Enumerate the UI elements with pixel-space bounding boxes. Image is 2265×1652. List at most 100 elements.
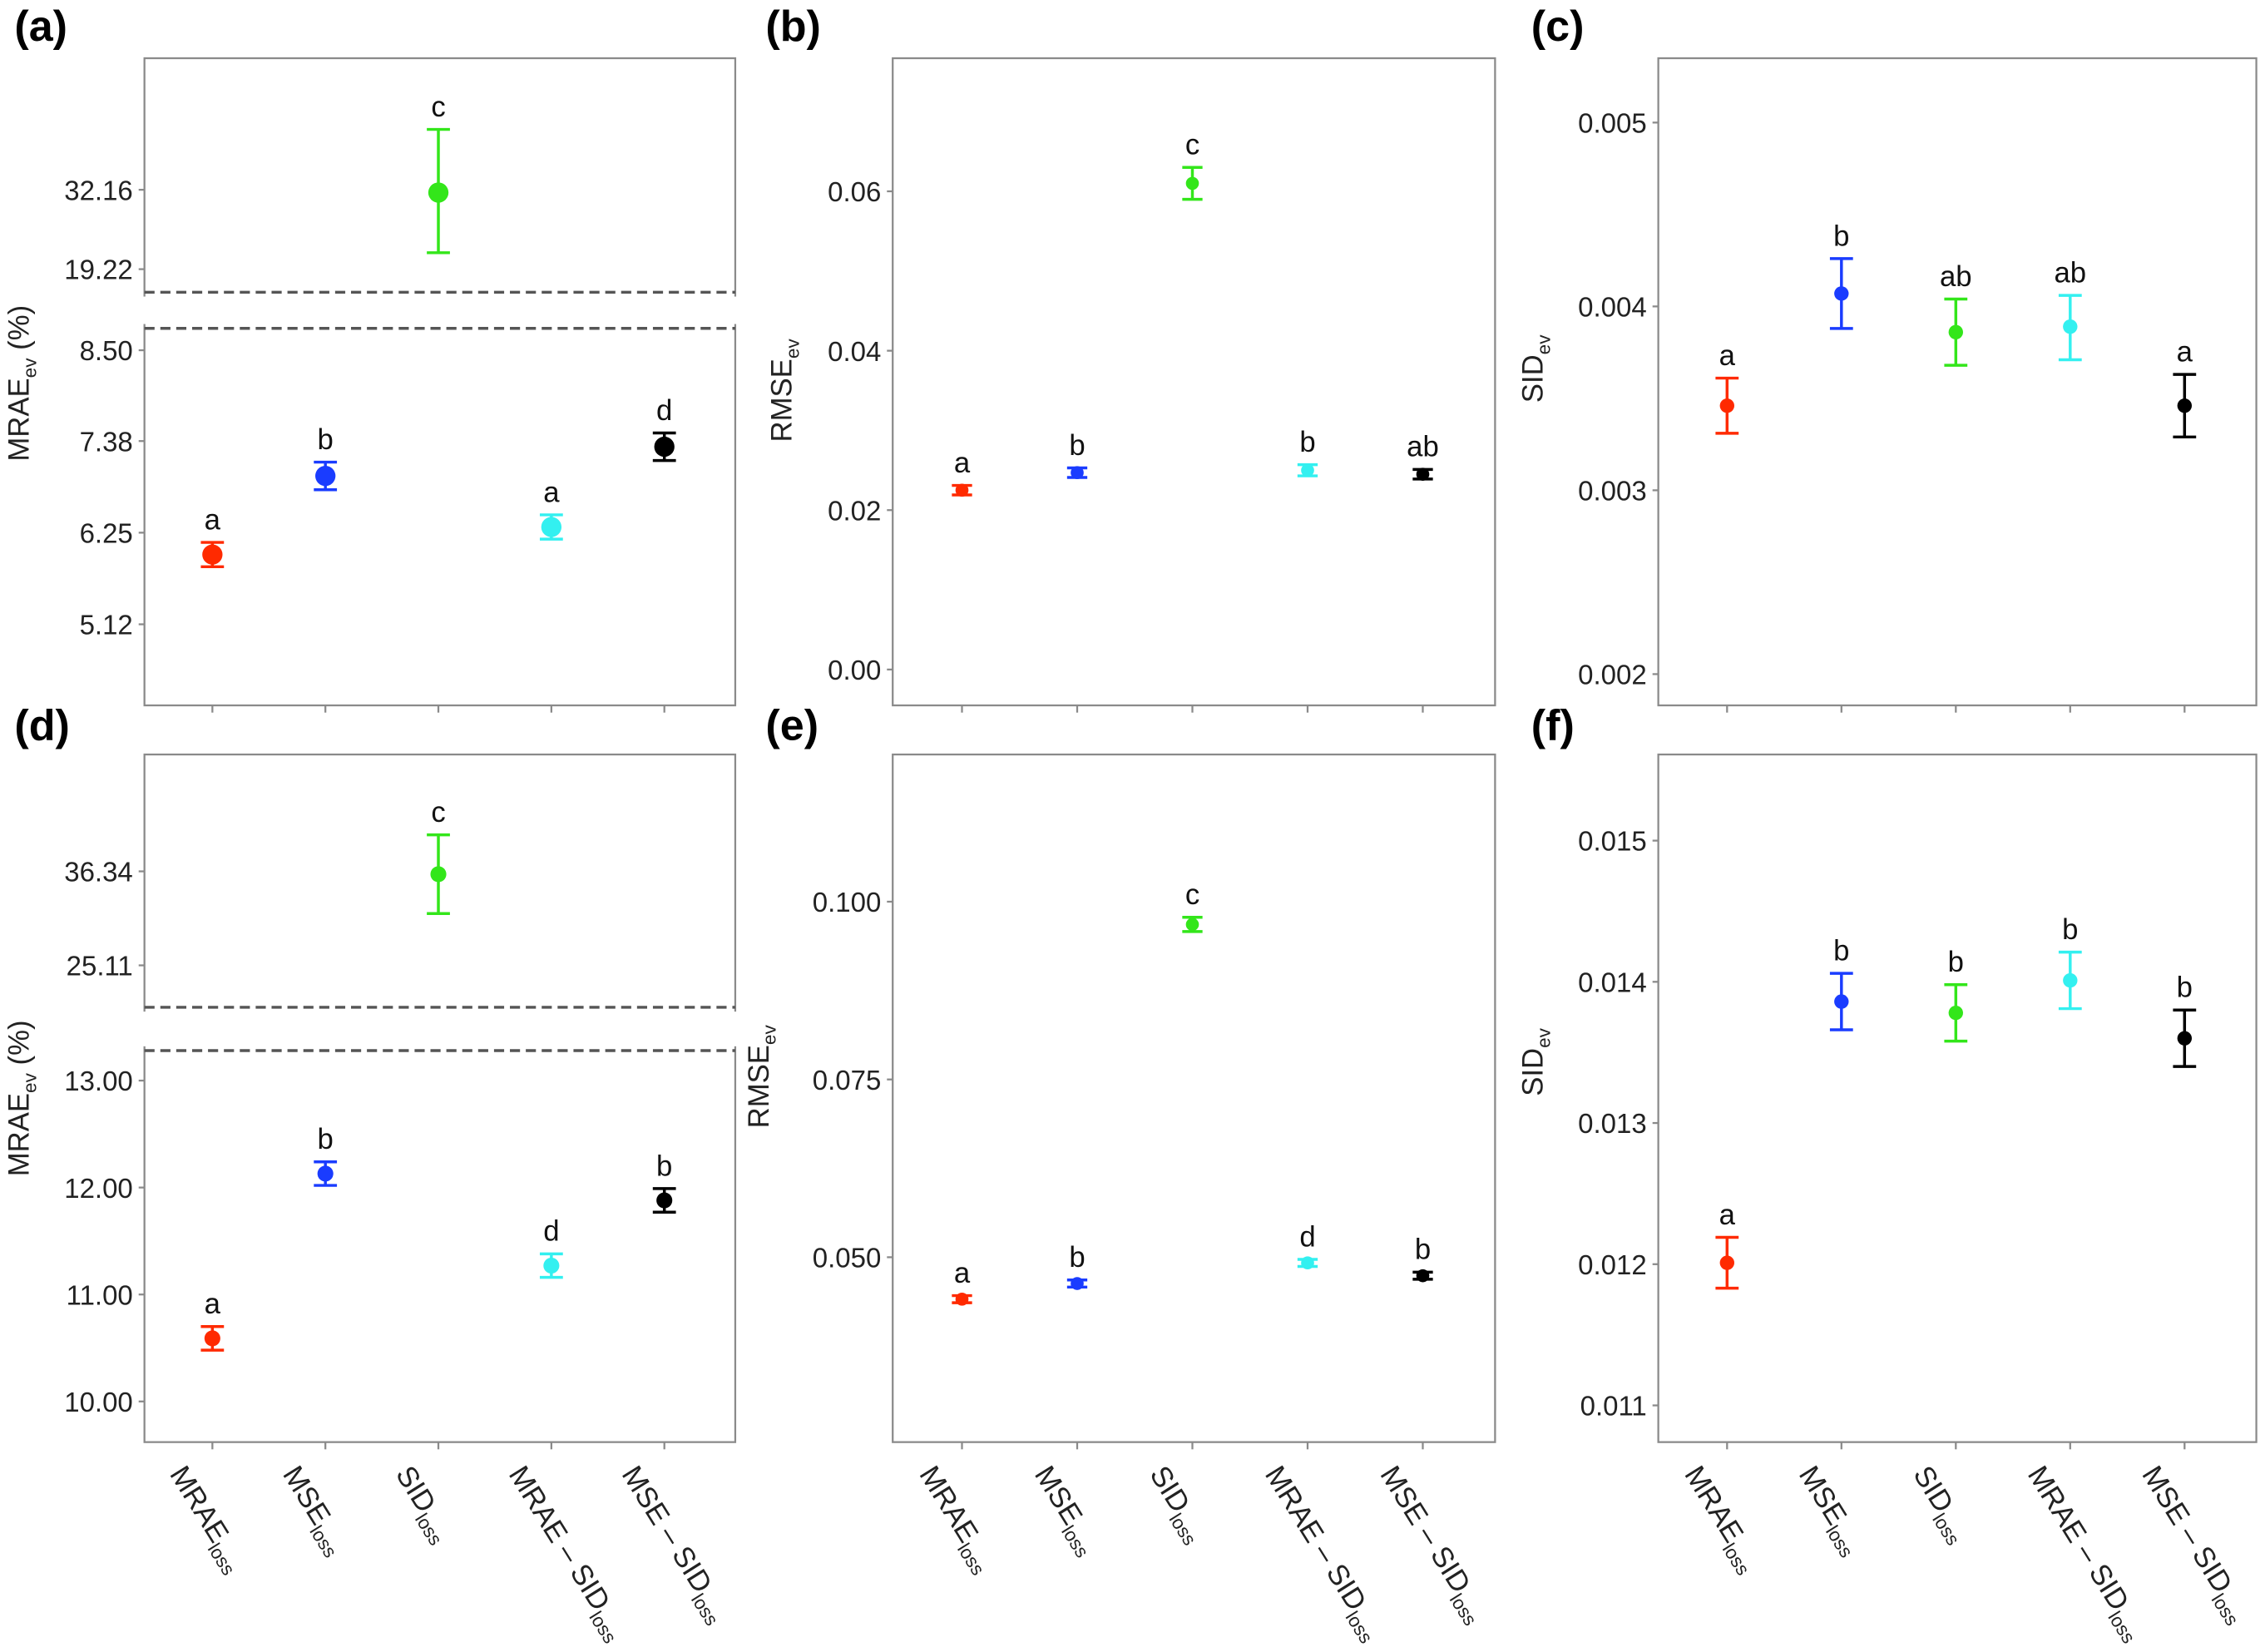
significance-letter: b (1299, 427, 1315, 458)
significance-letter: a (954, 1258, 971, 1289)
y-tick-label: 0.011 (1580, 1391, 1647, 1422)
significance-letter: c (1185, 130, 1199, 161)
significance-letter: b (1833, 936, 1849, 967)
data-point (317, 1165, 334, 1182)
data-point (2063, 319, 2078, 334)
category-main: MRAE (163, 1461, 234, 1548)
category-main: SID (1906, 1461, 1959, 1518)
significance-letter: c (431, 797, 445, 828)
y-label-sub: ev (1533, 1027, 1554, 1048)
y-label-sub: ev (19, 358, 40, 378)
data-point (1834, 994, 1849, 1009)
significance-letter: ab (1407, 432, 1439, 463)
category-main: SID (389, 1461, 442, 1518)
significance-letter: a (543, 477, 560, 508)
y-tick-label: 0.050 (813, 1243, 882, 1274)
y-tick-label: 0.015 (1578, 826, 1647, 857)
significance-letter: b (1069, 430, 1085, 462)
y-label-main: MRAE (4, 378, 36, 461)
y-tick-label: 10.00 (64, 1387, 133, 1417)
data-point (1071, 466, 1084, 480)
data-point (654, 436, 675, 458)
significance-letter: c (1185, 879, 1199, 911)
plot-frame (143, 753, 737, 1443)
panel-label: (a) (14, 2, 67, 51)
data-point (1301, 1256, 1314, 1270)
y-axis-label: RMSEev (767, 339, 804, 443)
data-point (1948, 324, 1963, 340)
significance-letter: b (2177, 972, 2193, 1004)
y-label-main: SID (1518, 354, 1550, 403)
significance-letter: d (543, 1216, 559, 1248)
significance-letter: a (205, 504, 221, 536)
x-category-label: MRAE – SIDloss (2017, 1461, 2153, 1647)
axis-gap (732, 296, 740, 324)
category-main: MRAE – SID (502, 1461, 616, 1616)
y-tick-label: 19.22 (64, 255, 133, 285)
significance-letter: ab (2054, 257, 2086, 289)
data-point (543, 1257, 560, 1274)
y-label-sub: ev (1533, 334, 1554, 355)
data-point (2063, 972, 2078, 988)
plot-frame (143, 57, 737, 707)
data-point (204, 1330, 220, 1347)
data-point (1948, 1005, 1963, 1021)
significance-letter: a (1719, 340, 1736, 372)
category-main: MRAE – SID (1259, 1461, 1372, 1616)
panel-e: (e) 0.050 0.075 0.100 RMSEev a MRAEloss b MSElos… (744, 702, 1496, 1647)
significance-letter: b (318, 1124, 334, 1155)
significance-letter: b (1415, 1234, 1431, 1266)
plot-frame (892, 753, 1496, 1443)
x-category-label: MRAE – SIDloss (1254, 1461, 1390, 1647)
category-main: MSE (1793, 1461, 1852, 1531)
significance-letter: a (2177, 337, 2193, 368)
significance-letter: d (1299, 1221, 1315, 1253)
significance-letter: a (954, 448, 971, 479)
data-point (1301, 463, 1314, 477)
category-main: MSE – SID (616, 1461, 718, 1599)
category-main: MSE (276, 1461, 336, 1531)
y-label-main: SID (1518, 1048, 1550, 1096)
data-point (1834, 286, 1849, 301)
y-tick-label: 8.50 (80, 335, 133, 366)
data-point (1185, 918, 1199, 932)
plot-frame (1657, 57, 2258, 707)
y-tick-label: 0.02 (828, 495, 881, 526)
category-main: MRAE (913, 1461, 984, 1548)
panel-label: (e) (765, 702, 818, 750)
data-point (1416, 467, 1430, 481)
x-category-label: MSE – SIDloss (2132, 1461, 2256, 1630)
panel-label: (d) (14, 702, 70, 750)
data-point (656, 1192, 673, 1209)
significance-letter: c (431, 92, 445, 123)
y-tick-label: 11.00 (67, 1279, 133, 1310)
significance-letter: a (205, 1288, 221, 1320)
plot-frame (1657, 753, 2258, 1443)
y-label-suffix: (%) (4, 305, 36, 359)
y-label-sub: ev (19, 1072, 40, 1093)
data-point (2177, 1031, 2192, 1046)
x-category-label: SIDloss (1903, 1461, 1977, 1549)
y-axis-label: RMSEev (744, 1025, 780, 1129)
data-point (315, 465, 336, 487)
data-point (1719, 398, 1734, 413)
y-tick-label: 25.11 (67, 951, 133, 982)
y-axis-label: SIDev (1518, 334, 1555, 403)
data-point (1719, 1255, 1734, 1270)
data-point (202, 544, 223, 565)
significance-letter: b (1833, 220, 1849, 252)
y-tick-label: 0.004 (1578, 292, 1647, 323)
y-label-main: RMSE (744, 1045, 775, 1128)
category-main: MSE – SID (2135, 1461, 2238, 1599)
significance-letter: b (1948, 947, 1964, 978)
x-category-label: MRAEloss (909, 1461, 1001, 1579)
category-main: MSE – SID (1374, 1461, 1476, 1599)
y-tick-label: 0.005 (1578, 108, 1647, 139)
significance-letter: b (2062, 914, 2078, 946)
panel-d: (d) 10.00 11.00 12.00 13.00 25.11 36.34 MRAEev … (4, 702, 740, 1647)
y-tick-label: 7.38 (80, 426, 133, 457)
data-point (2177, 398, 2192, 413)
y-axis-label: MRAEev (%) (4, 305, 41, 462)
category-main: MRAE – SID (2021, 1461, 2135, 1616)
